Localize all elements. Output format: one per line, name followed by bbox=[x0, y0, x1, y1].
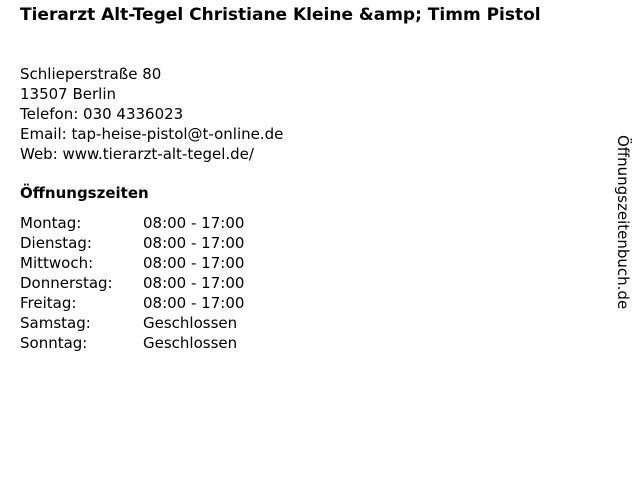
day: Dienstag: bbox=[20, 234, 92, 252]
phone: Telefon: 030 4336023 bbox=[20, 105, 184, 123]
time: 08:00 - 17:00 bbox=[143, 214, 245, 232]
time: 08:00 - 17:00 bbox=[143, 254, 245, 272]
day: Freitag: bbox=[20, 294, 77, 312]
time: 08:00 - 17:00 bbox=[143, 294, 245, 312]
street: Schlieperstraße 80 bbox=[20, 65, 162, 83]
address-block: Schlieperstraße 80 13507 Berlin Telefon:… bbox=[20, 64, 283, 164]
hours-row: Mittwoch: 08:00 - 17:00 bbox=[20, 253, 244, 273]
day: Mittwoch: bbox=[20, 254, 94, 272]
day: Montag: bbox=[20, 214, 82, 232]
day: Donnerstag: bbox=[20, 274, 113, 292]
time: 08:00 - 17:00 bbox=[143, 234, 245, 252]
hours-heading: Öffnungszeiten bbox=[20, 184, 149, 202]
hours-row: Montag: 08:00 - 17:00 bbox=[20, 213, 244, 233]
page-title: Tierarzt Alt-Tegel Christiane Kleine &am… bbox=[20, 5, 541, 25]
hours-row: Sonntag: Geschlossen bbox=[20, 333, 244, 353]
day: Sonntag: bbox=[20, 334, 88, 352]
email: Email: tap-heise-pistol@t-online.de bbox=[20, 125, 284, 143]
hours-table: Montag: 08:00 - 17:00 Dienstag: 08:00 - 17… bbox=[20, 213, 244, 353]
hours-row: Samstag: Geschlossen bbox=[20, 313, 244, 333]
time: Geschlossen bbox=[143, 314, 238, 332]
website: Web: www.tierarzt-alt-tegel.de/ bbox=[20, 145, 254, 163]
brand-label: Öffnungszeitenbuch.de bbox=[614, 135, 632, 310]
time: 08:00 - 17:00 bbox=[143, 274, 245, 292]
day: Samstag: bbox=[20, 314, 91, 332]
hours-row: Freitag: 08:00 - 17:00 bbox=[20, 293, 244, 313]
time: Geschlossen bbox=[143, 334, 238, 352]
city: 13507 Berlin bbox=[20, 85, 117, 103]
hours-row: Dienstag: 08:00 - 17:00 bbox=[20, 233, 244, 253]
hours-row: Donnerstag: 08:00 - 17:00 bbox=[20, 273, 244, 293]
